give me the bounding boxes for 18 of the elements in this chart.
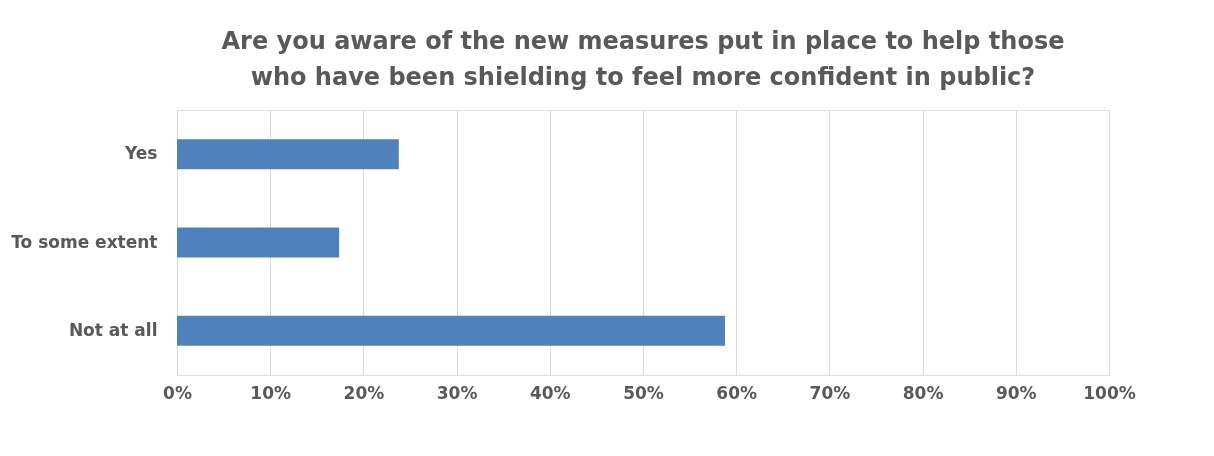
x-tick-label: 90% xyxy=(995,382,1037,403)
x-tick-label: 30% xyxy=(436,382,478,403)
x-tick-label: 80% xyxy=(902,382,944,403)
x-tick-label: 10% xyxy=(250,382,292,403)
y-tick-label: Not at all xyxy=(68,319,158,340)
y-tick-label: Yes xyxy=(124,143,158,164)
x-tick-label: 20% xyxy=(343,382,385,403)
bar xyxy=(177,139,399,170)
x-tick-label: 60% xyxy=(716,382,758,403)
x-tick-label: 100% xyxy=(1083,382,1136,403)
x-tick-label: 50% xyxy=(623,382,664,403)
bar xyxy=(177,227,340,258)
chart-title: Are you aware of the new measures put in place to help those who have been shielding to feel more confident in public? xyxy=(221,27,1065,91)
x-tick-label: 0% xyxy=(163,382,192,403)
bar xyxy=(177,315,726,346)
x-tick-label: 70% xyxy=(809,382,851,403)
x-tick-label: 40% xyxy=(529,382,571,403)
y-tick-label: To some extent xyxy=(11,231,158,252)
